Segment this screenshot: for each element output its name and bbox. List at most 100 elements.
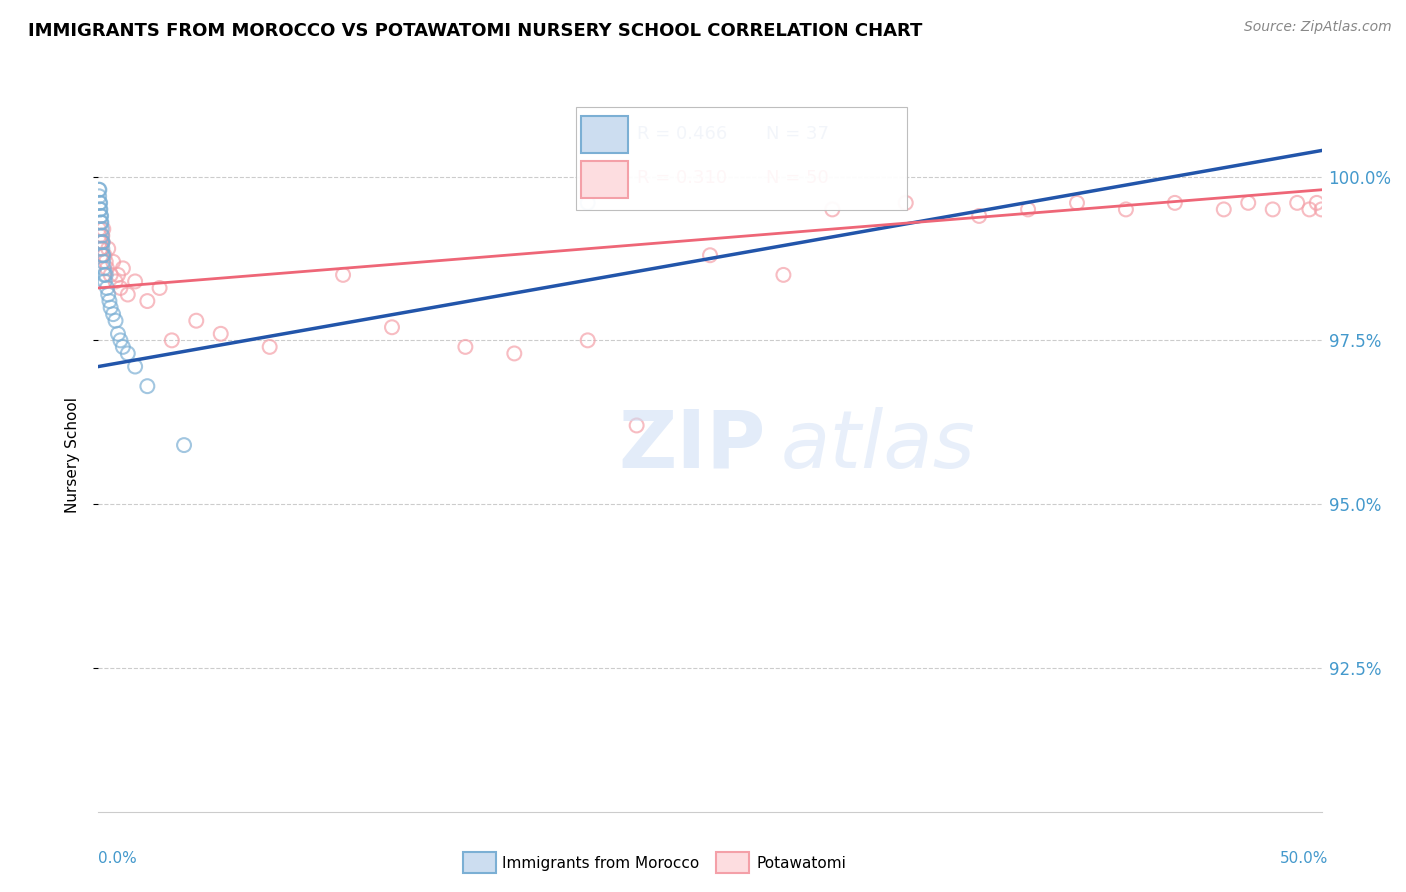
Point	[90, 215, 112, 229]
Y-axis label: Nursery School: Nursery School	[65, 397, 80, 513]
Point	[98, 294, 121, 309]
Point	[96, 261, 118, 276]
Text: N = 50: N = 50	[766, 169, 830, 187]
Point	[1310, 202, 1333, 217]
Text: ZIP: ZIP	[619, 407, 766, 485]
Point	[101, 254, 124, 268]
Point	[91, 254, 114, 268]
Point	[94, 268, 117, 282]
Point	[149, 281, 172, 295]
Point	[104, 314, 127, 328]
Point	[89, 202, 111, 217]
Point	[94, 254, 117, 268]
Point	[111, 340, 134, 354]
Point	[89, 202, 111, 217]
Point	[91, 235, 114, 249]
Point	[259, 340, 281, 354]
Text: Immigrants from Morocco: Immigrants from Morocco	[502, 856, 699, 871]
Point	[91, 222, 114, 236]
Point	[89, 242, 111, 256]
Point	[89, 183, 111, 197]
Point	[576, 195, 599, 210]
Point	[107, 326, 129, 341]
Point	[91, 248, 114, 262]
Text: N = 37: N = 37	[766, 125, 830, 143]
Point	[136, 379, 159, 393]
Point	[101, 307, 124, 321]
Point	[87, 183, 110, 197]
Point	[96, 281, 118, 295]
Text: IMMIGRANTS FROM MOROCCO VS POTAWATOMI NURSERY SCHOOL CORRELATION CHART: IMMIGRANTS FROM MOROCCO VS POTAWATOMI NU…	[28, 22, 922, 40]
Point	[967, 209, 990, 223]
Text: Potawatomi: Potawatomi	[756, 856, 846, 871]
Point	[104, 275, 127, 289]
Point	[94, 275, 117, 289]
Point	[90, 209, 112, 223]
Point	[97, 287, 120, 301]
Point	[136, 294, 159, 309]
Point	[1164, 195, 1187, 210]
Point	[90, 235, 112, 249]
Point	[821, 202, 844, 217]
Point	[90, 242, 112, 256]
Text: 50.0%: 50.0%	[1281, 851, 1329, 865]
Point	[1261, 202, 1284, 217]
Point	[87, 222, 110, 236]
Point	[97, 242, 120, 256]
Point	[100, 268, 122, 282]
Point	[124, 275, 146, 289]
Point	[1066, 195, 1088, 210]
Point	[209, 326, 232, 341]
Text: R = 0.466: R = 0.466	[637, 125, 727, 143]
Text: R = 0.310: R = 0.310	[637, 169, 727, 187]
Point	[173, 438, 195, 452]
Point	[1017, 202, 1039, 217]
Point	[1298, 202, 1320, 217]
Point	[100, 301, 122, 315]
Point	[90, 209, 112, 223]
Point	[454, 340, 477, 354]
Point	[111, 261, 134, 276]
Text: Source: ZipAtlas.com: Source: ZipAtlas.com	[1244, 20, 1392, 34]
Point	[90, 248, 112, 262]
Point	[576, 334, 599, 348]
Text: atlas: atlas	[780, 407, 976, 485]
Point	[772, 268, 794, 282]
Point	[699, 248, 721, 262]
Point	[332, 268, 354, 282]
Point	[89, 235, 111, 249]
Point	[90, 228, 112, 243]
Point	[90, 222, 112, 236]
Point	[1115, 202, 1137, 217]
Point	[381, 320, 404, 334]
Point	[1237, 195, 1260, 210]
Point	[90, 215, 112, 229]
Point	[1212, 202, 1234, 217]
Point	[91, 235, 114, 249]
Point	[110, 281, 132, 295]
Point	[89, 228, 111, 243]
Point	[89, 189, 111, 203]
Point	[894, 195, 917, 210]
Point	[110, 334, 132, 348]
Point	[160, 334, 183, 348]
Point	[93, 261, 115, 276]
Point	[117, 287, 139, 301]
Point	[89, 195, 111, 210]
Point	[93, 268, 115, 282]
Text: 0.0%: 0.0%	[98, 851, 138, 865]
Point	[1286, 195, 1309, 210]
Point	[91, 242, 114, 256]
Point	[91, 228, 114, 243]
Point	[93, 248, 115, 262]
Point	[91, 248, 114, 262]
Point	[503, 346, 526, 360]
Point	[91, 235, 114, 249]
Point	[89, 195, 111, 210]
Point	[626, 418, 648, 433]
Point	[186, 314, 208, 328]
Point	[117, 346, 139, 360]
Point	[124, 359, 146, 374]
Point	[1306, 195, 1329, 210]
Point	[107, 268, 129, 282]
